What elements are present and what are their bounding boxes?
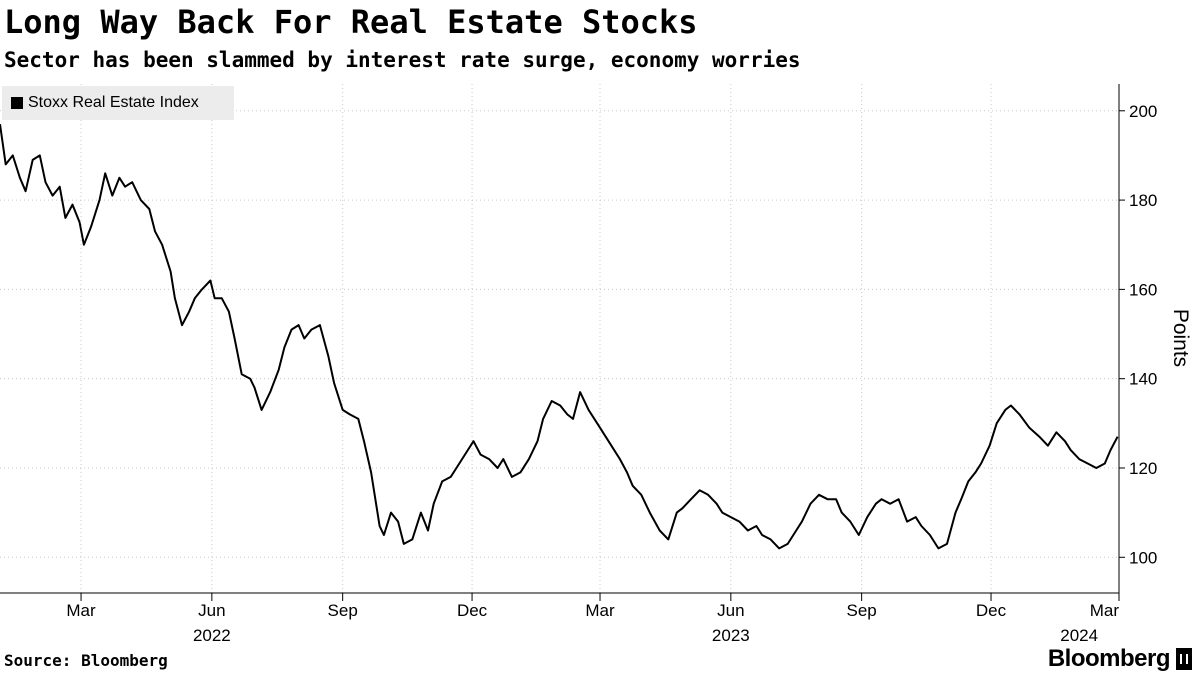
legend-label: Stoxx Real Estate Index [28, 94, 199, 111]
bloomberg-badge-icon [1176, 648, 1192, 670]
brand-name: Bloomberg [1047, 645, 1171, 672]
y-tick-label: 140 [1129, 370, 1157, 389]
series-line [0, 124, 1119, 550]
x-tick-label: Mar [1090, 601, 1120, 620]
x-year-label: 2024 [1060, 626, 1098, 645]
x-tick-label: Dec [457, 601, 488, 620]
legend-swatch [11, 97, 23, 109]
brand-logo: Bloomberg [1048, 645, 1192, 673]
y-tick-label: 200 [1129, 102, 1157, 121]
x-year-label: 2022 [193, 626, 231, 645]
y-tick-label: 180 [1129, 191, 1157, 210]
source-note: Source: Bloomberg [4, 651, 168, 670]
legend: Stoxx Real Estate Index [2, 86, 234, 120]
x-axis-ticks: Mar Jun Sep Dec Mar Jun Sep Dec Mar 2022 2023 2024 [66, 593, 1120, 645]
y-tick-label: 120 [1129, 459, 1157, 478]
x-tick-label: Sep [847, 601, 877, 620]
y-tick-label: 100 [1129, 548, 1157, 567]
chart-title: Long Way Back For Real Estate Stocks [4, 3, 698, 41]
x-tick-label: Sep [328, 601, 358, 620]
y-tick-label: 160 [1129, 280, 1157, 299]
x-tick-label: Dec [976, 601, 1007, 620]
y-axis-label: Points [1169, 309, 1192, 367]
x-year-label: 2023 [712, 626, 750, 645]
grid-lines [0, 84, 1119, 593]
y-axis-ticks: 100 120 140 160 180 200 [1119, 102, 1157, 567]
series-layer [0, 124, 1119, 550]
chart-subtitle: Sector has been slammed by interest rate… [4, 48, 801, 72]
x-tick-label: Jun [198, 601, 225, 620]
x-tick-label: Mar [585, 601, 615, 620]
x-tick-label: Mar [66, 601, 96, 620]
x-tick-label: Jun [717, 601, 744, 620]
